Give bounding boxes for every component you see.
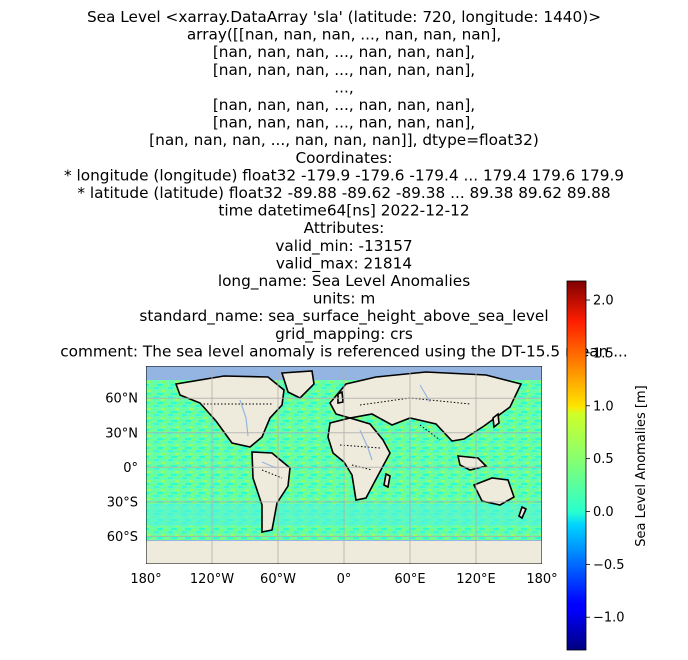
title-line: units: m bbox=[313, 290, 376, 308]
title-line: long_name: Sea Level Anomalies bbox=[218, 272, 470, 291]
south-america bbox=[251, 451, 291, 533]
title-line: [nan, nan, nan, ..., nan, nan, nan], bbox=[213, 114, 475, 132]
x-tick-label: 120°W bbox=[190, 572, 234, 587]
x-tick-label: 0° bbox=[337, 572, 352, 587]
title-line: valid_max: 21814 bbox=[276, 254, 412, 273]
madagascar bbox=[383, 472, 391, 489]
y-tick-label: 0° bbox=[123, 461, 138, 476]
title-line: [nan, nan, nan, ..., nan, nan, nan], bbox=[213, 96, 475, 114]
colorbar-tick-label: 1.5 bbox=[593, 346, 614, 361]
colorbar-tick-label: 0.5 bbox=[593, 452, 614, 467]
y-tick-label: 60°N bbox=[105, 392, 138, 407]
gridlines bbox=[146, 366, 542, 564]
x-axis-ticks: 180° 120°W 60°W 0° 60°E 120°E 180° bbox=[130, 572, 557, 587]
title-line: * latitude (latitude) float32 -89.88 -89… bbox=[77, 184, 610, 202]
x-tick-label: 180° bbox=[130, 572, 161, 587]
title-line: grid_mapping: crs bbox=[275, 325, 413, 344]
y-tick-label: 30°S bbox=[107, 495, 138, 510]
indonesia bbox=[456, 455, 488, 471]
title-line: * longitude (longitude) float32 -179.9 -… bbox=[64, 166, 624, 184]
australia bbox=[472, 477, 515, 506]
colorbar-gradient bbox=[566, 280, 587, 651]
colorbar-tick-label: 0.0 bbox=[593, 505, 614, 520]
title-line: Coordinates: bbox=[296, 149, 393, 167]
colorbar-tick-label: −1.0 bbox=[593, 611, 625, 626]
continents bbox=[174, 370, 528, 533]
north-america bbox=[174, 375, 285, 448]
title-line: [nan, nan, nan, ..., nan, nan, nan]], dt… bbox=[149, 131, 539, 149]
colorbar-tick-label: 1.0 bbox=[593, 399, 614, 414]
colorbar-ticks: −1.0 −0.5 0.0 0.5 1.0 1.5 2.0 bbox=[586, 294, 625, 626]
x-tick-label: 180° bbox=[526, 572, 557, 587]
title-line: ..., bbox=[334, 78, 353, 96]
title-line: array([[nan, nan, nan, ..., nan, nan, na… bbox=[187, 26, 501, 44]
x-tick-label: 60°E bbox=[394, 572, 425, 587]
map-area bbox=[146, 366, 542, 564]
title-line: comment: The sea level anomaly is refere… bbox=[60, 342, 628, 360]
greenland bbox=[280, 370, 315, 399]
y-tick-label: 30°N bbox=[105, 426, 138, 441]
chart-title: Sea Level <xarray.DataArray 'sla' (latit… bbox=[60, 8, 628, 360]
eurasia bbox=[329, 371, 523, 442]
colorbar-tick-label: 2.0 bbox=[593, 294, 614, 309]
title-line: valid_min: -13157 bbox=[275, 237, 412, 256]
colorbar-label: Sea Level Anomalies [m] bbox=[634, 385, 649, 546]
x-tick-label: 60°W bbox=[260, 572, 296, 587]
title-line: [nan, nan, nan, ..., nan, nan, nan], bbox=[213, 61, 475, 79]
title-line: standard_name: sea_surface_height_above_… bbox=[139, 307, 548, 326]
title-line: time datetime64[ns] 2022-12-12 bbox=[218, 202, 469, 220]
colorbar-tick-label: −0.5 bbox=[593, 558, 625, 573]
title-line: Sea Level <xarray.DataArray 'sla' (latit… bbox=[87, 8, 601, 26]
y-tick-label: 60°S bbox=[107, 530, 138, 545]
japan bbox=[492, 412, 500, 429]
title-line: [nan, nan, nan, ..., nan, nan, nan], bbox=[213, 43, 475, 61]
y-axis-ticks: 60°N 30°N 0° 30°S 60°S bbox=[105, 392, 138, 545]
title-line: Attributes: bbox=[304, 219, 385, 237]
x-tick-label: 120°E bbox=[456, 572, 496, 587]
uk bbox=[337, 390, 344, 404]
colorbar: −1.0 −0.5 0.0 0.5 1.0 1.5 2.0 Sea Level Anomal… bbox=[566, 280, 649, 651]
new-zealand bbox=[518, 505, 528, 520]
